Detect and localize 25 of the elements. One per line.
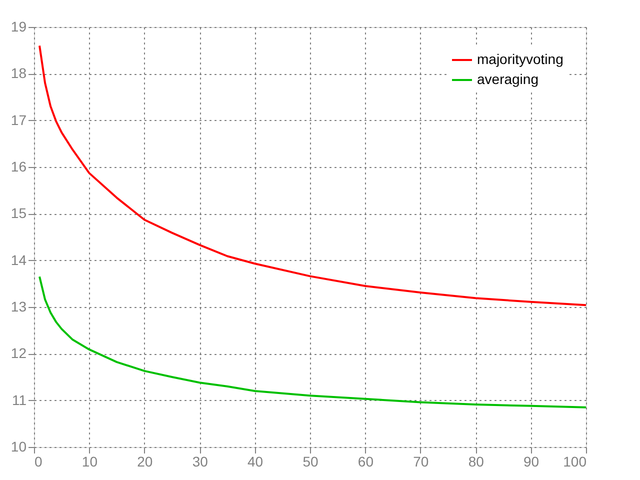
x-tick-label: 100	[563, 454, 587, 470]
x-tick-label: 30	[192, 454, 208, 470]
x-tick-label: 0	[34, 454, 42, 470]
x-tick-label: 50	[302, 454, 318, 470]
y-tick-label: 14	[10, 252, 27, 268]
x-tick-label: 80	[468, 454, 484, 470]
y-tick-label: 11	[12, 392, 27, 408]
x-tick-label: 20	[137, 454, 153, 470]
y-tick-label: 17	[10, 112, 27, 128]
x-tick-label: 70	[413, 454, 429, 470]
y-tick-label: 18	[10, 65, 27, 82]
y-tick-label: 15	[10, 205, 27, 222]
x-tick-label: 40	[248, 454, 264, 470]
line-series	[38, 276, 586, 408]
legend-label: averaging	[477, 71, 538, 87]
y-tick-label: 10	[10, 438, 27, 454]
y-tick-label: 13	[10, 298, 27, 314]
x-tick-label: 10	[82, 454, 98, 470]
x-tick-label: 90	[524, 454, 540, 470]
legend-label: majorityvoting	[477, 51, 564, 67]
y-tick-label: 16	[10, 158, 27, 174]
y-tick-label: 12	[10, 345, 27, 362]
x-tick-label: 60	[358, 454, 374, 470]
y-tick-label: 19	[10, 18, 27, 34]
line-series	[38, 44, 586, 306]
